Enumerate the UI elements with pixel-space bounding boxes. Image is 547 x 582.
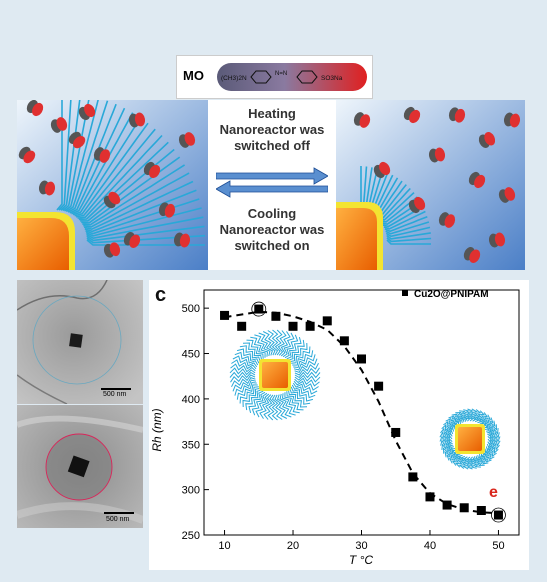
data-point bbox=[374, 381, 384, 391]
mo-molecules-right bbox=[353, 106, 521, 263]
highlight-circle bbox=[491, 507, 506, 523]
y-tick-label: 450 bbox=[182, 349, 200, 361]
switch-arrows bbox=[216, 167, 328, 198]
data-point bbox=[391, 427, 401, 437]
mo-formula: (CH3)2N N=N SO3Na bbox=[217, 63, 367, 91]
heating-text-line3: switched off bbox=[234, 138, 310, 153]
data-point bbox=[305, 321, 315, 331]
mo-sulfonate-group: SO3Na bbox=[321, 75, 343, 82]
scale-bar-bottom-label: 500 nm bbox=[106, 516, 130, 523]
y-tick-label: 250 bbox=[182, 530, 200, 542]
tem-image-bottom: 500 nm bbox=[17, 405, 143, 528]
legend-marker bbox=[402, 290, 408, 296]
rh-temperature-chart: 10 20 30 40 50 250 300 350 400 450 500 Cu2O@PNIPAM… bbox=[150, 289, 520, 567]
mo-amine-group: (CH3)2N bbox=[221, 75, 247, 82]
scale-bar-top-label: 500 nm bbox=[103, 391, 127, 398]
scale-bar-top bbox=[101, 388, 131, 390]
data-point bbox=[288, 321, 298, 331]
y-axis-title: Rh (nm) bbox=[150, 408, 164, 451]
data-point bbox=[357, 354, 366, 364]
heating-text-line2: Nanoreactor was bbox=[219, 122, 325, 137]
swollen-particle-inset bbox=[229, 329, 321, 421]
particle bbox=[67, 455, 90, 478]
y-tick-label: 400 bbox=[182, 394, 200, 406]
cooling-text-line3: switched on bbox=[234, 238, 310, 253]
y-tick-label: 300 bbox=[182, 485, 200, 497]
brush-outline-circle bbox=[32, 295, 122, 385]
heating-label: Heating bbox=[248, 106, 296, 121]
collapsed-brush-right bbox=[356, 166, 432, 245]
scale-bar-bottom bbox=[104, 512, 134, 514]
x-tick-label: 30 bbox=[355, 540, 367, 552]
nanoreactor-scheme bbox=[17, 100, 525, 270]
marker-e: e bbox=[489, 484, 498, 501]
brush-outline-circle bbox=[45, 433, 113, 501]
left-arrow bbox=[216, 180, 328, 198]
data-point bbox=[442, 500, 452, 510]
right-arrow bbox=[216, 167, 328, 185]
mo-label: MO bbox=[183, 68, 204, 83]
data-point bbox=[493, 510, 503, 520]
mo-molecules-left bbox=[18, 100, 196, 258]
legend-entry: Cu2O@PNIPAM bbox=[414, 289, 489, 300]
data-point bbox=[254, 304, 264, 314]
fit-curve bbox=[224, 310, 499, 515]
data-point bbox=[339, 336, 349, 346]
center-panel: Heating Nanoreactor was switched off Coo… bbox=[208, 100, 336, 270]
cooling-text-line2: Nanoreactor was bbox=[219, 222, 325, 237]
core-left bbox=[17, 218, 69, 270]
x-tick-label: 40 bbox=[424, 540, 436, 552]
data-point bbox=[271, 311, 281, 321]
data-point bbox=[476, 506, 486, 515]
data-point bbox=[237, 321, 247, 331]
highlight-circle bbox=[251, 301, 267, 317]
data-point bbox=[459, 503, 469, 513]
data-point bbox=[322, 316, 332, 326]
rh-vs-temperature-panel: 10 20 30 40 50 250 300 350 400 450 500 Cu2O@PNIPAM… bbox=[149, 280, 529, 570]
y-tick-label: 500 bbox=[182, 303, 200, 315]
data-point bbox=[408, 472, 418, 482]
data-point bbox=[220, 310, 230, 320]
x-tick-label: 50 bbox=[492, 540, 504, 552]
mo-azo-group: N=N bbox=[275, 71, 287, 77]
swollen-brush-left bbox=[56, 100, 206, 246]
panel-letter: c bbox=[155, 284, 167, 306]
cooling-label: Cooling bbox=[247, 206, 297, 221]
mo-structure-box: MO (CH3)2N N=N SO3Na bbox=[176, 55, 373, 99]
core-right bbox=[336, 208, 377, 270]
y-tick-label: 350 bbox=[182, 439, 200, 451]
x-tick-label: 20 bbox=[287, 540, 299, 552]
collapsed-particle-inset bbox=[439, 408, 501, 470]
x-tick-label: 10 bbox=[218, 540, 230, 552]
x-axis-title: T °C bbox=[349, 553, 373, 567]
tem-image-top: 500 nm bbox=[17, 280, 143, 404]
data-point bbox=[425, 492, 435, 502]
particle bbox=[69, 333, 83, 348]
